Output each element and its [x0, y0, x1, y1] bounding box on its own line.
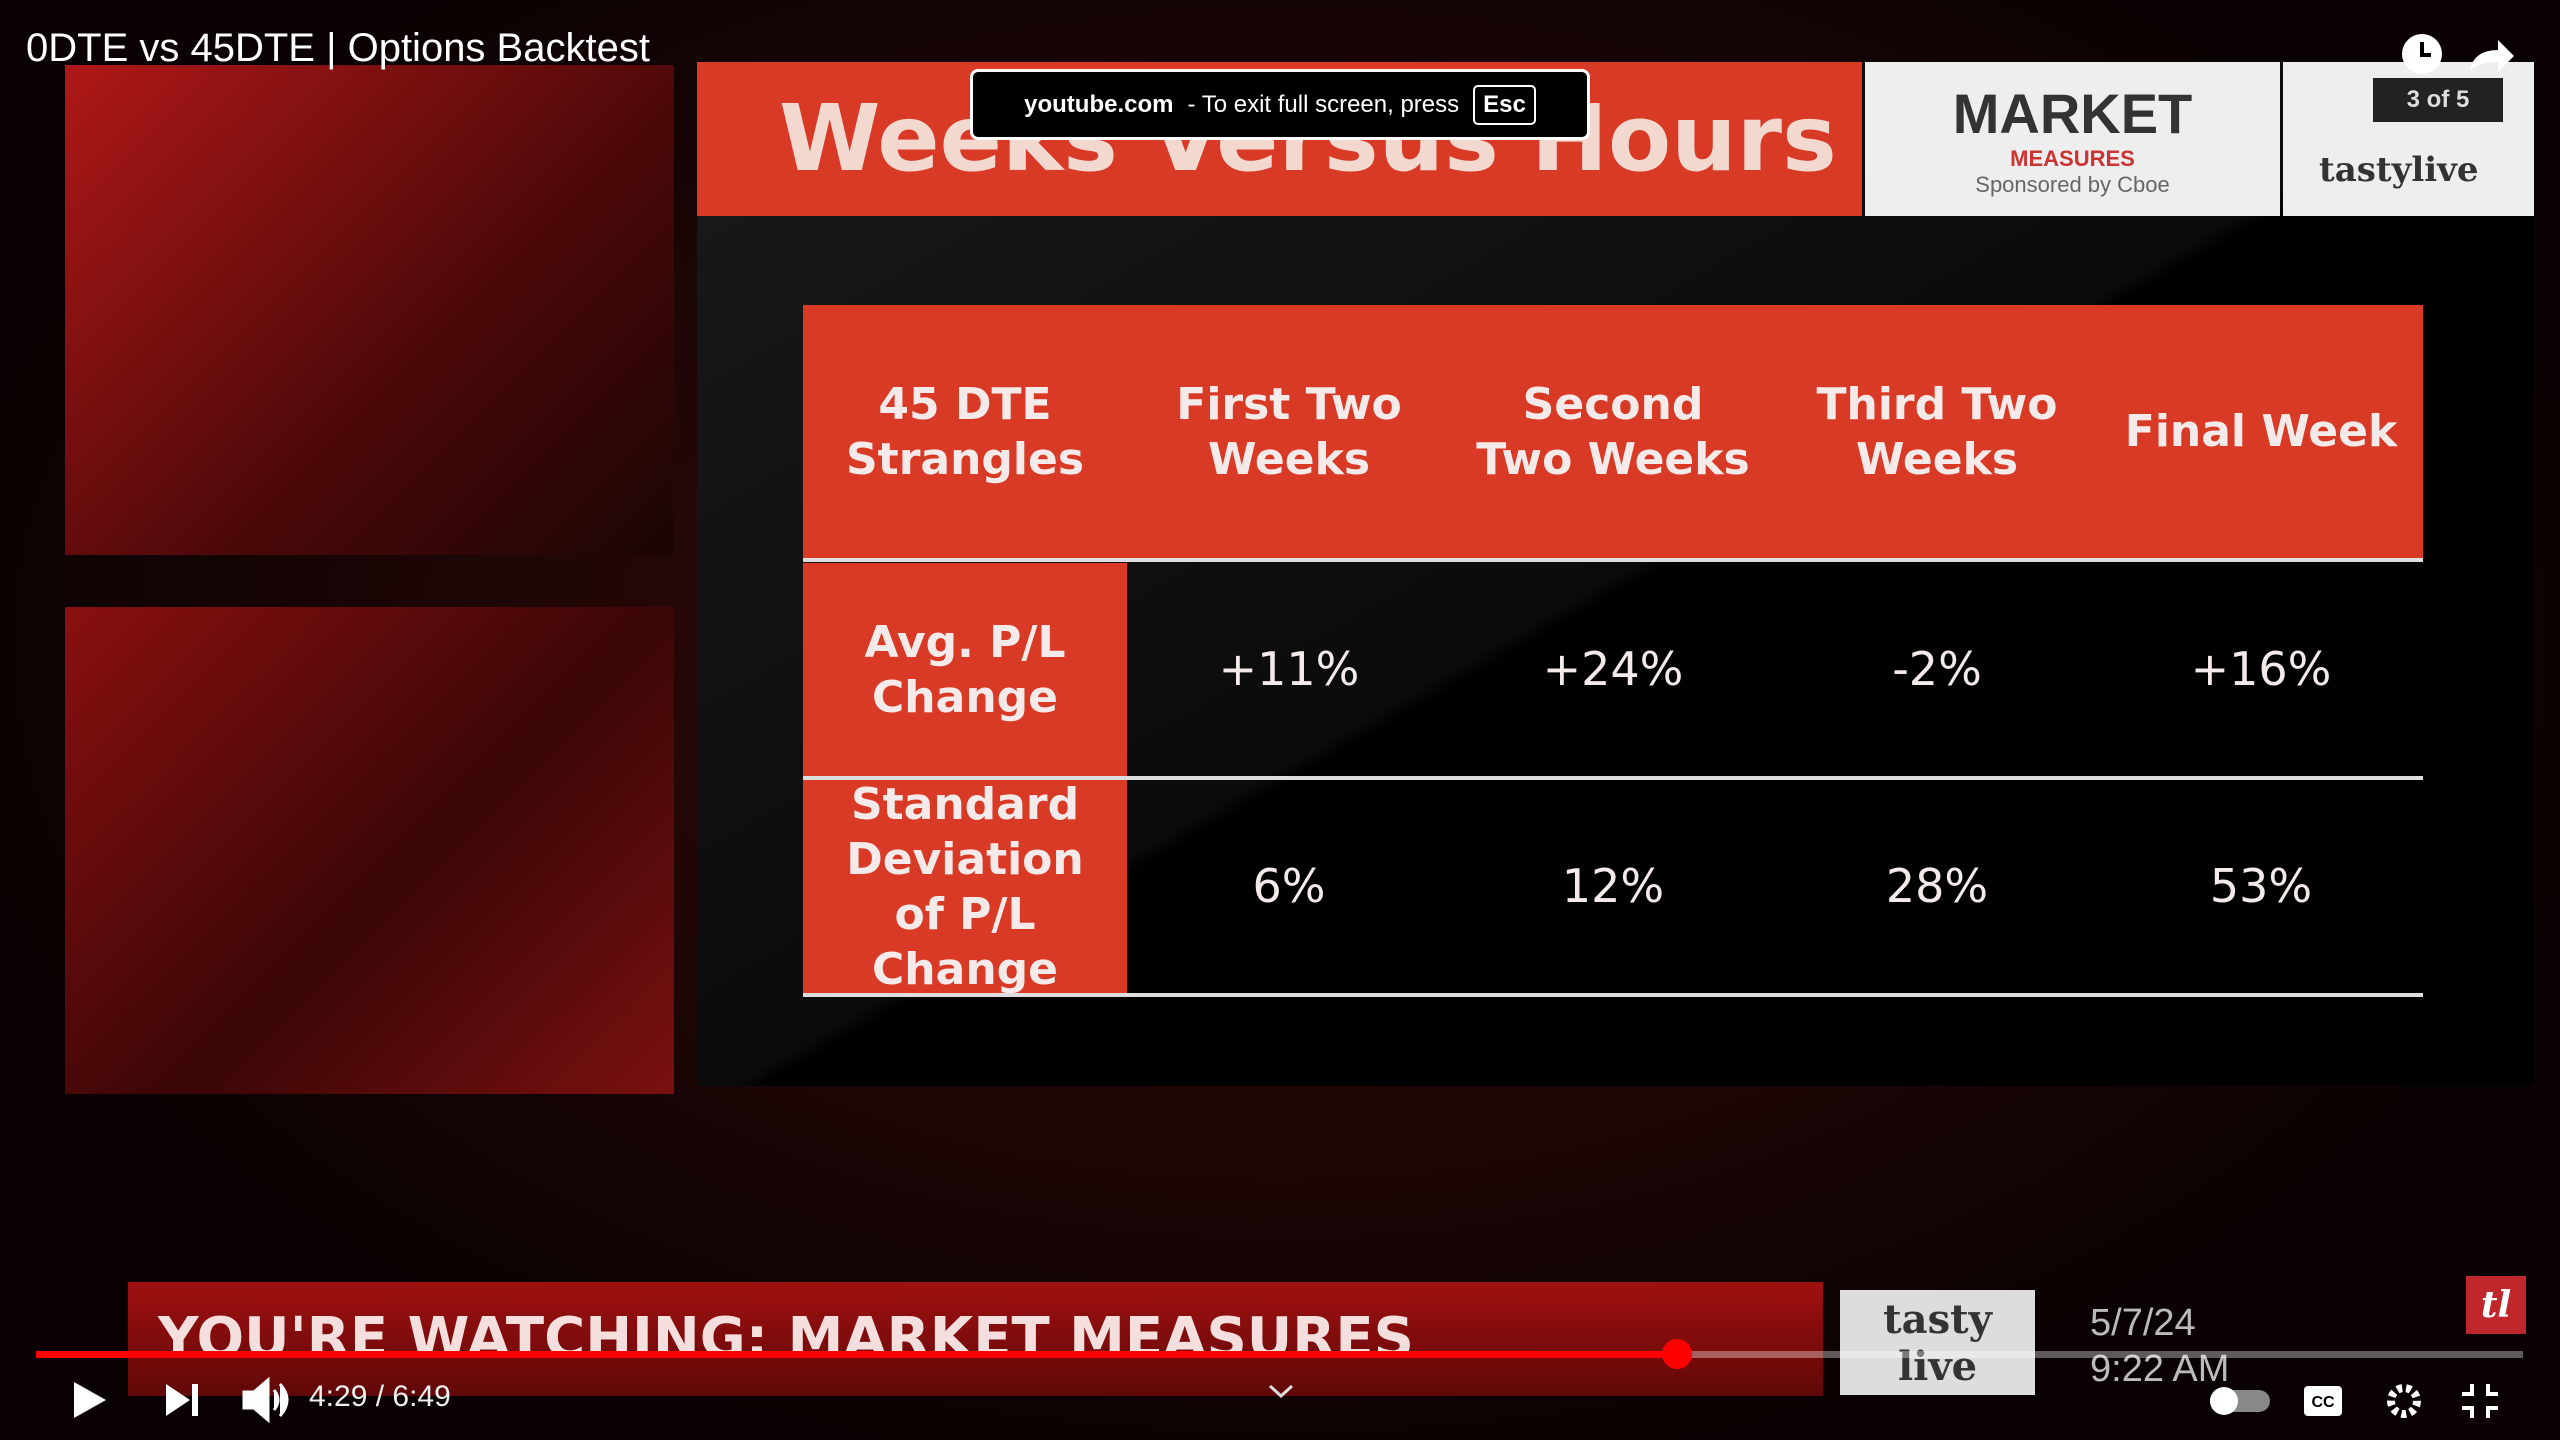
notice-site: youtube.com — [1024, 90, 1174, 118]
table-cell: 28% — [1885, 858, 1989, 913]
video-title: 0DTE vs 45DTE | Options Backtest — [26, 26, 650, 70]
table: 45 DTE Strangles First Two Weeks Second Tw… — [803, 305, 2423, 997]
fullscreen-notice: youtube.com - To exit full screen, press… — [970, 69, 1590, 140]
logo-sponsor: Sponsored by Cboe — [1975, 171, 2170, 197]
volume-button[interactable] — [242, 1376, 289, 1424]
row-divider — [803, 558, 2423, 562]
brand: tastylive — [2319, 150, 2479, 190]
progress-played — [36, 1351, 1678, 1358]
table-cell: +24% — [1542, 641, 1684, 696]
time-display: 4:29 / 6:49 — [309, 1380, 451, 1413]
logo-market-measures: MARKET MEASURES Sponsored by Cboe — [1865, 62, 2280, 216]
banner-brand: tasty live — [1840, 1290, 2035, 1395]
table-cell: 6% — [1252, 858, 1326, 913]
banner: YOU'RE WATCHING: MARKET MEASURES — [128, 1282, 1823, 1396]
table-cell: -2% — [1892, 641, 1982, 696]
table-cell: +11% — [1218, 641, 1360, 696]
row-divider — [803, 776, 2423, 780]
logo-box: 3 of 5 tastylive — [2283, 62, 2534, 216]
header-cell: Final Week — [2099, 305, 2423, 558]
exit-fullscreen-button[interactable] — [2462, 1384, 2498, 1418]
channel-watermark[interactable]: tl — [2466, 1276, 2526, 1334]
next-button[interactable] — [166, 1384, 198, 1416]
banner-time: 9:22 AM — [2090, 1348, 2230, 1390]
header-cell: Third Two Weeks — [1775, 305, 2099, 558]
row-header: Standard Deviation of P/L Change — [803, 779, 1127, 995]
settings-button[interactable] — [2387, 1384, 2421, 1418]
scrubber[interactable] — [1662, 1339, 1692, 1369]
page-counter: 3 of 5 — [2373, 78, 2503, 122]
banner-datetime: 5/7/24 9:22 AM — [2090, 1300, 2229, 1392]
logo-name: MARKET — [1952, 81, 2193, 145]
progress-bar[interactable] — [36, 1351, 2523, 1358]
top-icons — [2402, 34, 2514, 74]
cc-label: CC — [2311, 1394, 2335, 1411]
notice-message: - To exit full screen, press — [1187, 90, 1460, 118]
table-cell: 53% — [2209, 858, 2313, 913]
share-icon[interactable] — [2470, 40, 2514, 72]
controls-right: CC — [2210, 1384, 2498, 1418]
controls-left — [74, 1376, 289, 1424]
header-cell: 45 DTE Strangles — [803, 305, 1127, 558]
header-cell: First Two Weeks — [1127, 305, 1451, 558]
logo-sub: MEASURES — [2010, 145, 2135, 171]
play-button[interactable] — [74, 1382, 106, 1418]
row-header: Avg. P/L Change — [803, 563, 1127, 776]
table-cell: +16% — [2190, 641, 2332, 696]
banner-date: 5/7/24 — [2090, 1302, 2196, 1344]
header-cell: Second Two Weeks — [1451, 305, 1775, 558]
chapter-chevron[interactable] — [1266, 1382, 1296, 1402]
camera-top — [65, 65, 674, 555]
camera-bottom — [65, 607, 674, 1094]
table-cell: 12% — [1561, 858, 1665, 913]
notice-key: Esc — [1473, 84, 1536, 125]
cc-button[interactable] — [2304, 1386, 2342, 1416]
row-divider — [803, 993, 2423, 997]
